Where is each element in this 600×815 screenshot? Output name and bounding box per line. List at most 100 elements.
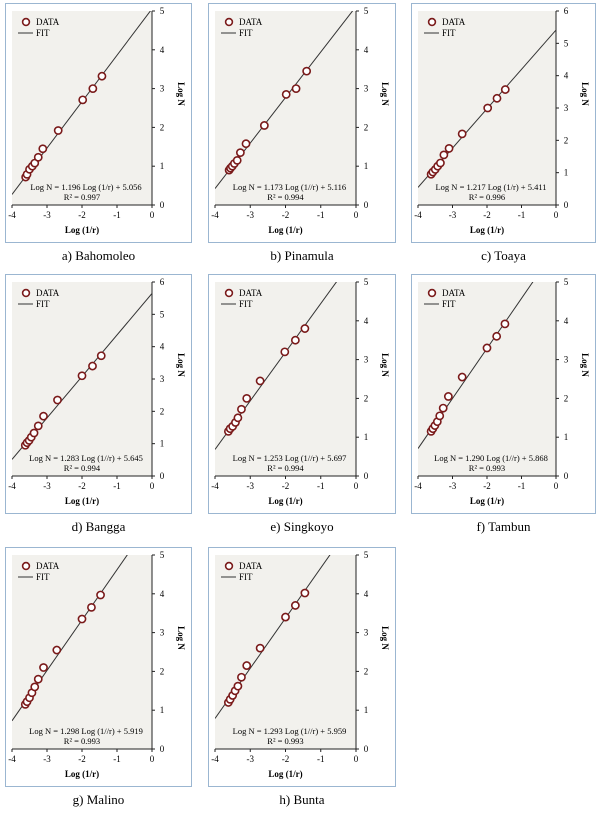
- data-point: [302, 66, 312, 76]
- panel-caption: f) Tambun: [476, 519, 531, 534]
- plot-area: [215, 11, 356, 205]
- data-point: [492, 331, 502, 341]
- x-tick-label: -4: [414, 481, 422, 491]
- x-tick-label: -3: [43, 754, 51, 764]
- data-point: [281, 612, 290, 622]
- data-point: [77, 371, 87, 381]
- legend-fit-label: FIT: [442, 28, 456, 38]
- data-point: [259, 121, 269, 130]
- x-tick-label: -3: [247, 210, 255, 220]
- data-point: [39, 663, 48, 672]
- y-tick-label: 5: [160, 309, 165, 319]
- x-tick-label: -2: [282, 481, 290, 491]
- fit-equation: Log N = 1.173 Log (1//r) + 5.116: [233, 182, 346, 192]
- x-tick-label: 0: [150, 210, 155, 220]
- r-squared: R² = 0.997: [64, 192, 100, 202]
- legend-data-marker: [427, 288, 437, 298]
- data-point: [29, 428, 39, 438]
- r-squared: R² = 0.994: [267, 463, 304, 473]
- data-point: [290, 335, 300, 345]
- x-axis-label: Log (1/r): [268, 769, 302, 779]
- x-tick-label: -3: [449, 481, 457, 491]
- data-point: [232, 155, 242, 165]
- data-point: [457, 372, 467, 382]
- y-tick-label: 6: [564, 6, 569, 16]
- panel-caption: b) Pinamula: [270, 248, 334, 263]
- legend-data-label: DATA: [442, 288, 466, 298]
- legend-data-label: DATA: [239, 17, 263, 27]
- y-tick-label: 4: [364, 45, 369, 55]
- plot-area: [12, 11, 152, 205]
- y-tick-label: 0: [160, 200, 165, 210]
- data-point: [33, 421, 43, 431]
- x-axis-label: Log (1/r): [65, 225, 99, 235]
- chart-panel: -4 -3 -2 -1 0 0 1 2 3 4 5 Log (1/r) Log N DATA FIT Log …: [208, 3, 396, 271]
- legend-data-marker: [224, 561, 234, 571]
- y-tick-label: 4: [160, 342, 165, 352]
- x-tick-label: -4: [211, 481, 219, 491]
- y-tick-label: 0: [160, 471, 165, 481]
- y-tick-label: 0: [364, 471, 369, 481]
- y-tick-label: 1: [564, 168, 569, 178]
- data-point: [290, 601, 300, 610]
- x-tick-label: -3: [43, 481, 51, 491]
- data-point: [242, 394, 252, 403]
- r-squared: R² = 0.993: [469, 463, 505, 473]
- y-tick-label: 1: [364, 705, 369, 715]
- data-point: [241, 139, 251, 149]
- chart-panel: -4 -3 -2 -1 0 0 1 2 3 4 5 Log (1/r) Log N DATA FIT Log …: [208, 274, 396, 542]
- y-tick-label: 2: [364, 122, 369, 132]
- legend-data-marker: [21, 17, 31, 27]
- r-squared: R² = 0.993: [267, 736, 303, 746]
- data-point: [52, 645, 62, 655]
- fit-equation: Log N = 1.290 Log (1//r) + 5.868: [434, 453, 548, 463]
- y-tick-label: 5: [564, 38, 569, 48]
- y-tick-label: 1: [564, 432, 569, 442]
- y-tick-label: 0: [364, 744, 369, 754]
- data-point: [457, 129, 467, 139]
- data-point: [436, 158, 445, 168]
- y-tick-label: 2: [160, 406, 165, 416]
- x-tick-label: -2: [483, 481, 491, 491]
- panel-caption: d) Bangga: [71, 519, 126, 534]
- x-tick-label: -3: [247, 754, 255, 764]
- legend-data-label: DATA: [239, 561, 263, 571]
- y-tick-label: 5: [160, 550, 165, 560]
- x-tick-label: -4: [414, 210, 422, 220]
- x-tick-label: -4: [8, 210, 16, 220]
- x-tick-label: 0: [554, 210, 559, 220]
- x-tick-label: -4: [211, 210, 219, 220]
- fit-equation: Log N = 1.217 Log (1/r) + 5.411: [435, 182, 546, 192]
- legend-fit-label: FIT: [36, 299, 50, 309]
- y-tick-label: 5: [364, 550, 369, 560]
- y-tick-label: 1: [364, 161, 369, 171]
- legend-data-marker: [427, 17, 437, 27]
- x-tick-label: 0: [150, 481, 155, 491]
- plot-area: [418, 282, 556, 476]
- data-point: [291, 84, 301, 93]
- data-point: [53, 395, 62, 405]
- data-point: [438, 403, 448, 413]
- y-tick-label: 5: [160, 6, 165, 16]
- y-tick-label: 1: [160, 161, 165, 171]
- x-tick-label: -4: [211, 754, 219, 764]
- legend-fit-label: FIT: [442, 299, 456, 309]
- x-tick-label: -2: [78, 481, 86, 491]
- y-tick-label: 2: [564, 135, 569, 145]
- y-tick-label: 2: [564, 393, 569, 403]
- data-point: [439, 150, 449, 160]
- chart-panel: -4 -3 -2 -1 0 0 1 2 3 4 5 Log (1/r) Log N DATA FIT Log …: [5, 3, 192, 271]
- y-tick-label: 6: [160, 277, 165, 287]
- x-tick-label: -4: [8, 754, 16, 764]
- data-point: [233, 413, 243, 423]
- x-tick-label: -2: [78, 210, 86, 220]
- x-tick-label: -1: [113, 481, 121, 491]
- chart-panel: -4 -3 -2 -1 0 0 1 2 3 4 5 Log (1/r) Log N DATA FIT Log …: [5, 547, 192, 815]
- legend-data-label: DATA: [442, 17, 466, 27]
- y-tick-label: 4: [160, 45, 165, 55]
- x-axis-label: Log (1/r): [470, 225, 504, 235]
- y-tick-label: 4: [364, 589, 369, 599]
